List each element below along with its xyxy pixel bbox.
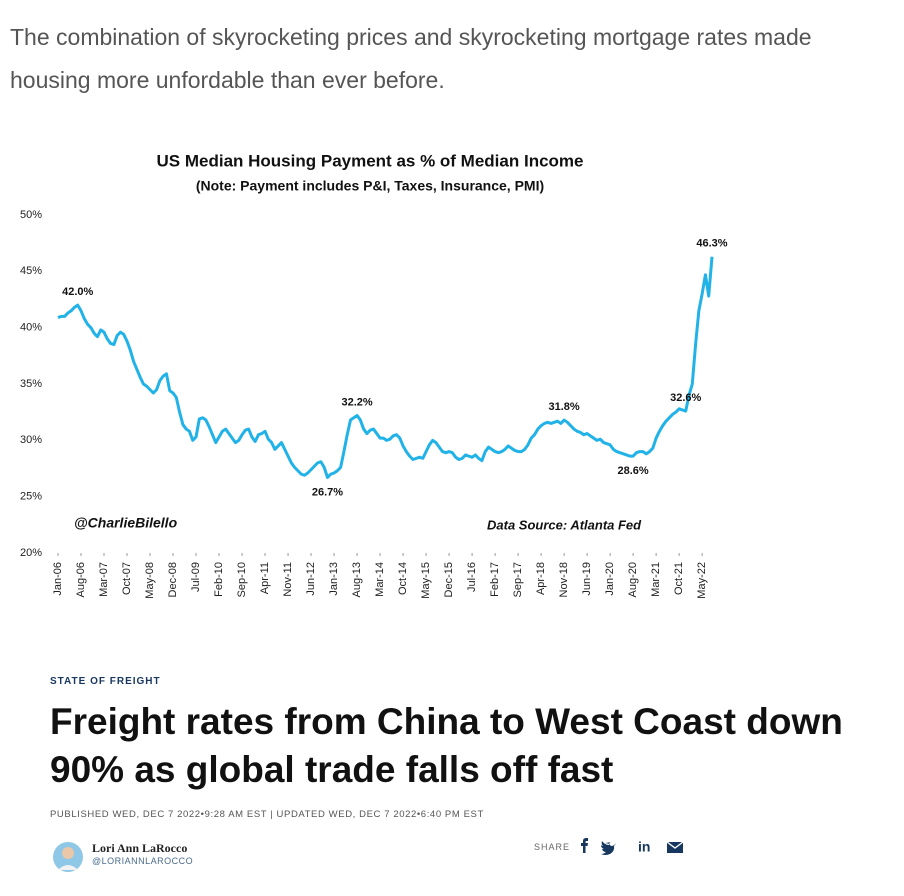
x-tick-label: Dec-15: [443, 562, 455, 597]
chart-title: US Median Housing Payment as % of Median…: [157, 151, 584, 170]
x-tick-label: Apr-18: [535, 562, 547, 595]
x-tick-label: Sep-17: [512, 562, 524, 597]
chart-subtitle: (Note: Payment includes P&I, Taxes, Insu…: [196, 178, 544, 194]
x-tick-label: Mar-14: [374, 562, 386, 597]
y-tick-label: 35%: [20, 378, 42, 390]
y-tick-label: 25%: [20, 491, 42, 503]
value-label: 28.6%: [618, 465, 649, 477]
x-tick-label: Oct-07: [121, 562, 133, 595]
x-tick-label: Jan-20: [604, 562, 616, 596]
value-label: 26.7%: [312, 486, 343, 498]
value-label: 31.8%: [549, 401, 580, 413]
x-tick-label: Apr-11: [259, 562, 271, 594]
chart: US Median Housing Payment as % of Median…: [20, 151, 728, 599]
x-tick-label: Jul-09: [190, 562, 202, 592]
x-tick-label: Aug-20: [627, 562, 639, 597]
x-tick-label: Oct-14: [397, 562, 409, 595]
dateline: PUBLISHED WED, DEC 7 2022•9:28 AM EST | …: [50, 809, 484, 820]
x-tick-label: Feb-10: [213, 562, 225, 597]
mail-flap: [666, 841, 684, 849]
y-tick-label: 50%: [20, 209, 42, 221]
x-tick-label: Feb-17: [489, 562, 501, 597]
x-tick-label: Aug-06: [75, 562, 87, 597]
y-tick-label: 45%: [20, 265, 42, 277]
x-tick-label: Jun-12: [305, 562, 317, 596]
avatar-face: [62, 847, 74, 859]
source: Data Source: Atlanta Fed: [487, 517, 642, 532]
x-tick-label: Oct-21: [673, 562, 685, 595]
facebook-icon[interactable]: [581, 838, 588, 853]
x-tick-label: May-22: [696, 562, 708, 599]
x-tick-label: Sep-10: [236, 562, 248, 597]
share-label: SHARE: [534, 842, 571, 852]
x-tick-label: Dec-08: [167, 562, 179, 597]
x-tick-label: Jul-16: [466, 562, 478, 592]
x-tick-label: Mar-07: [98, 562, 110, 597]
x-tick-label: Nov-18: [558, 562, 570, 597]
credit: @CharlieBilello: [74, 515, 178, 531]
headline: Freight rates from China to West Coast d…: [50, 701, 843, 790]
avatar: [53, 842, 83, 872]
mail-icon[interactable]: [667, 842, 683, 853]
x-tick-label: Jan-13: [328, 562, 340, 596]
section-label[interactable]: STATE OF FREIGHT: [50, 676, 161, 687]
author-name[interactable]: Lori Ann LaRocco: [92, 841, 188, 855]
linkedin-icon[interactable]: in: [638, 839, 650, 855]
x-tick-label: May-08: [144, 562, 156, 599]
x-tick-label: Nov-11: [282, 562, 294, 597]
value-label: 46.3%: [696, 238, 727, 250]
y-tick-label: 40%: [20, 322, 42, 334]
author-handle[interactable]: @LORIANNLAROCCO: [92, 856, 194, 866]
x-tick-label: Aug-13: [351, 562, 363, 597]
x-tick-label: Mar-21: [650, 562, 662, 597]
x-tick-label: May-15: [420, 562, 432, 599]
twitter-icon[interactable]: [601, 841, 616, 855]
x-tick-label: Jun-19: [581, 562, 593, 596]
y-tick-label: 20%: [20, 547, 42, 559]
value-label: 32.2%: [341, 396, 372, 408]
avatar-body: [58, 865, 78, 870]
value-label: 42.0%: [62, 286, 93, 298]
data-line: [57, 256, 714, 480]
value-label: 32.6%: [670, 392, 701, 404]
y-tick-label: 30%: [20, 434, 42, 446]
intro-text: The combination of skyrocketing prices a…: [10, 24, 812, 93]
x-tick-label: Jan-06: [52, 562, 64, 596]
